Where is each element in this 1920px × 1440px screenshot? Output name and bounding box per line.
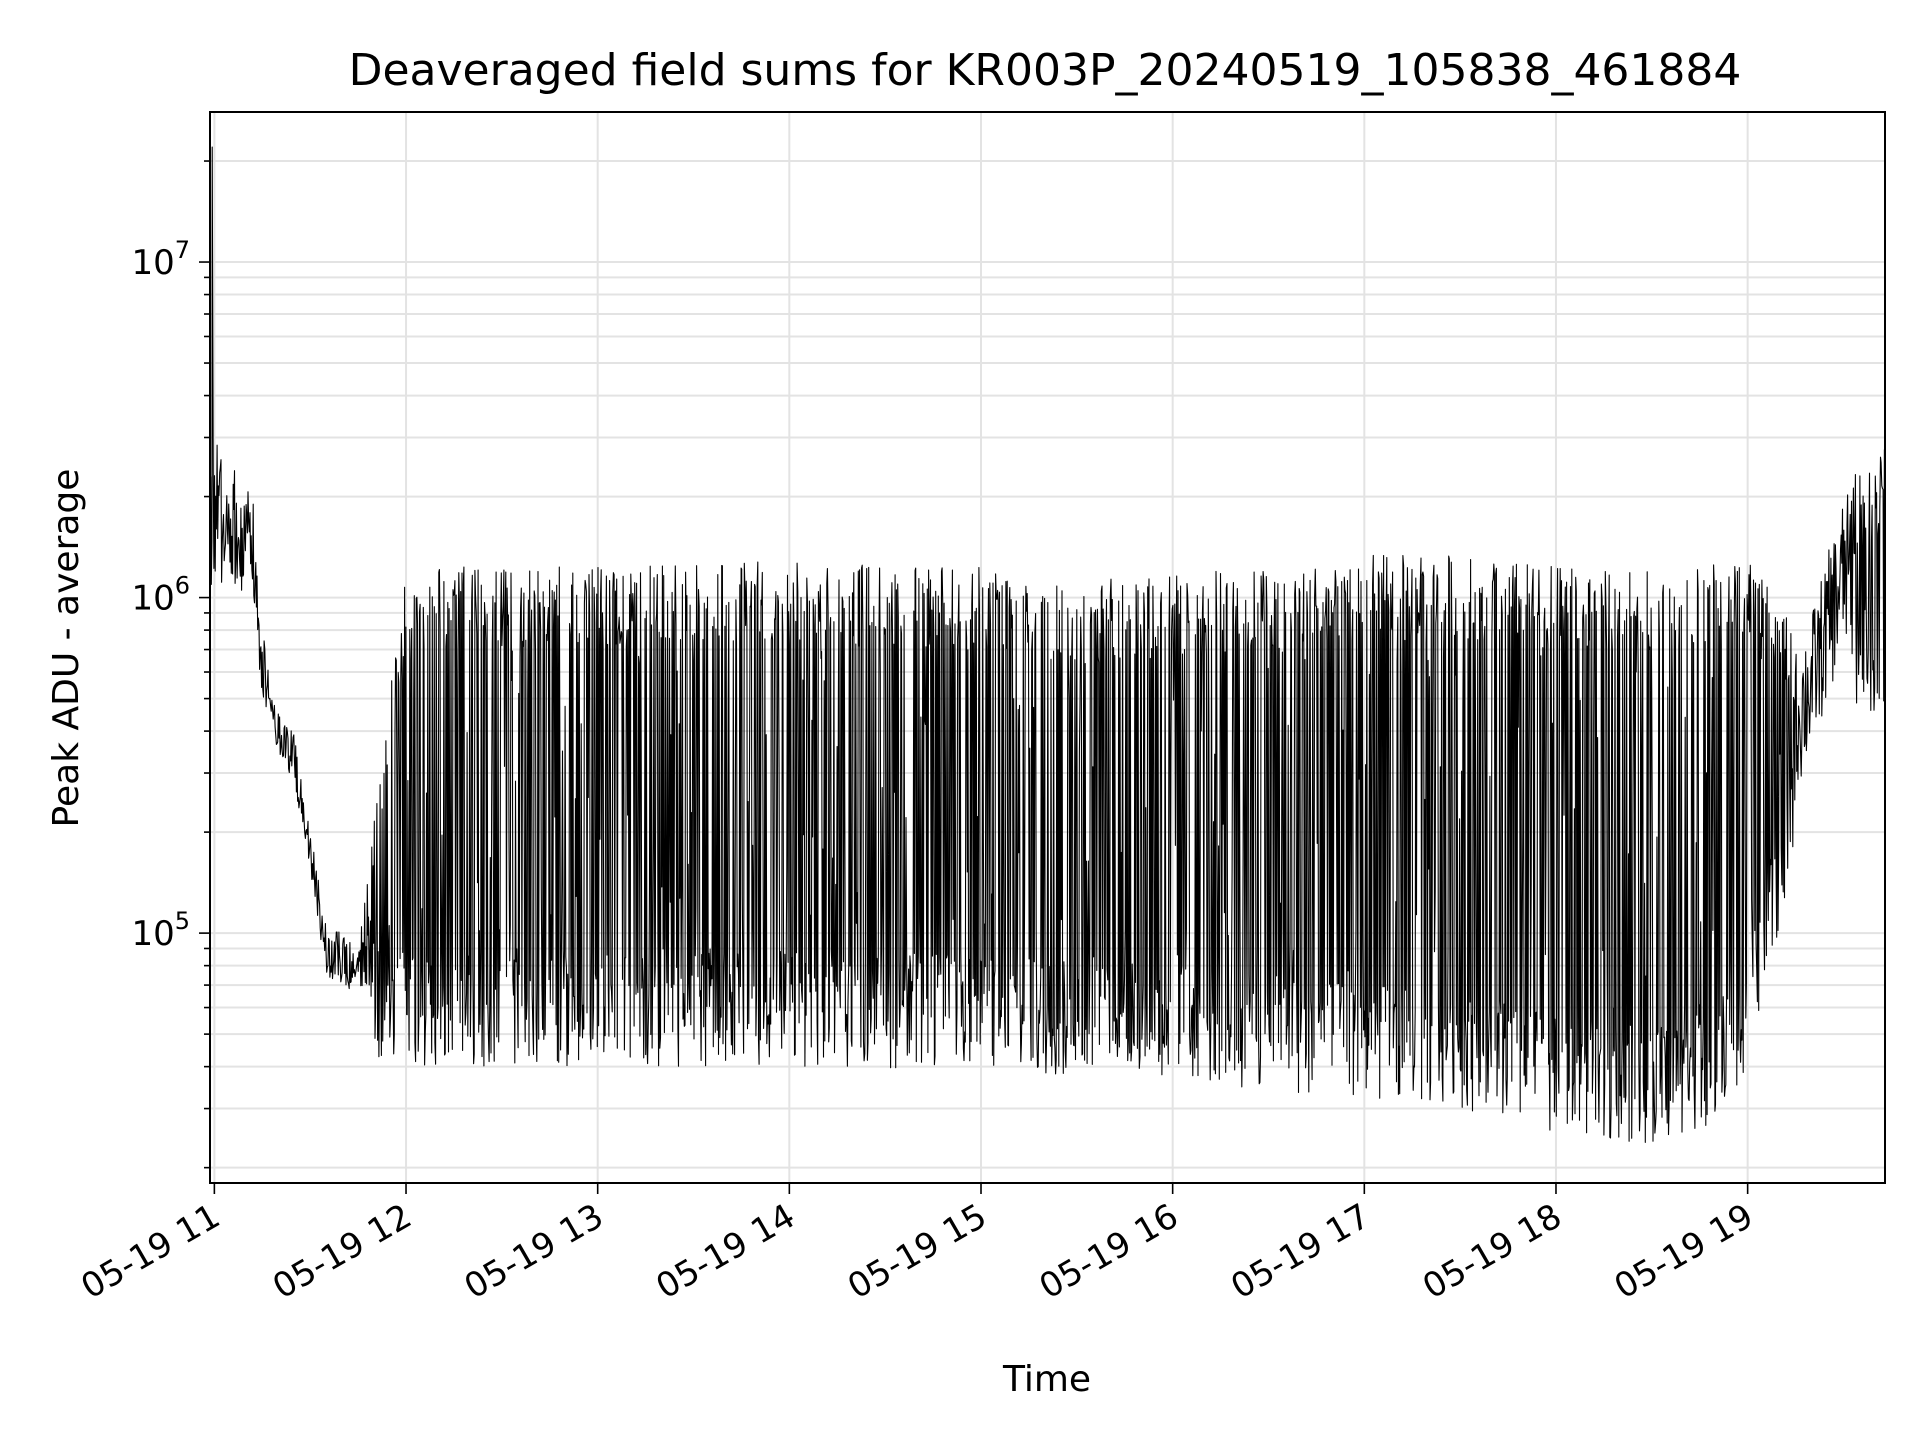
y-tick-label: 107 [131,236,190,283]
x-axis-label: Time [1002,1359,1091,1400]
plot-frame [209,111,1886,1184]
plot-area [209,146,1886,1143]
y-axis-label: Peak ADU - average [46,469,87,828]
series-line [209,146,1886,1143]
y-tick-label: 105 [131,907,190,954]
y-tick-label: 106 [131,572,190,619]
chart-title: Deaveraged field sums for KR003P_2024051… [349,45,1742,96]
y-axis: 105 106 107 [131,160,210,1169]
